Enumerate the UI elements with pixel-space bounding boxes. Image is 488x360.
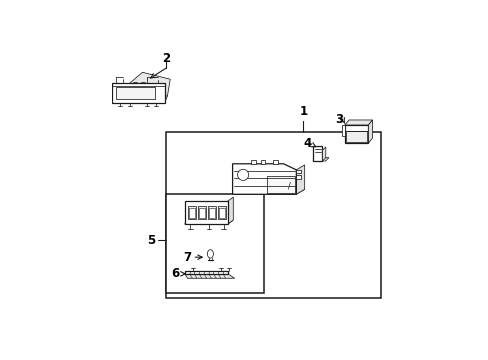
Bar	[207, 206, 215, 219]
Polygon shape	[112, 96, 167, 103]
Circle shape	[237, 169, 248, 180]
Polygon shape	[112, 82, 164, 103]
Polygon shape	[184, 201, 227, 224]
Polygon shape	[312, 146, 322, 161]
Bar	[166, 194, 264, 293]
Bar	[273, 161, 277, 164]
Text: /: /	[287, 182, 290, 191]
Bar	[116, 87, 155, 99]
Polygon shape	[344, 120, 372, 125]
Bar	[199, 208, 204, 217]
Bar	[218, 206, 225, 219]
Polygon shape	[341, 125, 344, 136]
Bar	[251, 161, 255, 164]
Bar	[198, 206, 205, 219]
Bar	[295, 170, 300, 174]
Polygon shape	[184, 274, 234, 278]
Polygon shape	[367, 120, 372, 143]
Polygon shape	[232, 164, 296, 194]
Bar	[267, 176, 294, 193]
Polygon shape	[296, 165, 304, 194]
Polygon shape	[184, 220, 233, 224]
Bar	[219, 208, 224, 217]
Polygon shape	[312, 158, 328, 161]
Bar	[260, 161, 265, 164]
Polygon shape	[115, 72, 170, 96]
Ellipse shape	[207, 250, 213, 258]
Polygon shape	[344, 125, 367, 143]
Text: 6: 6	[171, 267, 180, 280]
Bar	[189, 208, 194, 217]
Bar	[346, 131, 366, 141]
Text: 1: 1	[299, 105, 307, 118]
Polygon shape	[322, 147, 325, 161]
Bar	[166, 132, 380, 298]
Bar	[295, 175, 300, 179]
Polygon shape	[232, 189, 304, 194]
Text: 4: 4	[303, 137, 311, 150]
Bar	[209, 208, 214, 217]
Bar	[188, 206, 196, 219]
Text: 7: 7	[183, 251, 191, 264]
Polygon shape	[227, 197, 233, 224]
Polygon shape	[184, 271, 227, 274]
Text: 2: 2	[162, 52, 170, 65]
Text: 3: 3	[334, 113, 342, 126]
Text: 5: 5	[146, 234, 155, 247]
